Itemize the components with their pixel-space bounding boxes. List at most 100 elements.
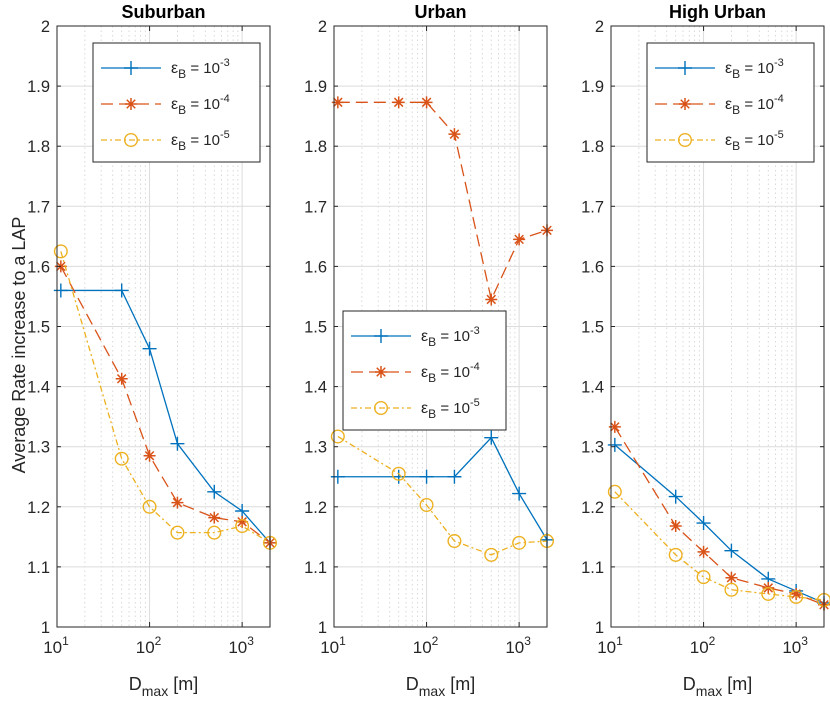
data-point — [668, 489, 683, 504]
x-tick-base: 10 — [782, 638, 801, 657]
series-line — [614, 491, 825, 601]
legend-epsilon: ε — [725, 60, 732, 77]
legend-entry: εB = 10-5 — [655, 129, 784, 153]
x-label-main: D — [406, 674, 419, 694]
data-point — [696, 570, 711, 585]
y-tick-label: 1.9 — [581, 78, 604, 96]
legend-entry: εB = 10-4 — [655, 93, 784, 117]
data-point — [53, 244, 68, 259]
legend-equals: = 10 — [186, 96, 220, 113]
legend-label: εB = 10-4 — [725, 93, 784, 117]
ticks — [333, 25, 547, 628]
x-tick-exponent: 2 — [432, 634, 439, 648]
y-tick-label: 2 — [41, 18, 50, 36]
data-point — [419, 469, 434, 484]
legend-subscript: B — [178, 103, 186, 117]
legend-equals: = 10 — [186, 60, 220, 77]
legend-subscript: B — [178, 139, 186, 153]
legend-marker — [679, 98, 691, 110]
x-tick-base: 10 — [597, 638, 616, 657]
legend-exponent: -3 — [774, 57, 784, 69]
legend-box — [646, 42, 815, 163]
data-point — [330, 429, 345, 444]
legend: εB = 10-3εB = 10-4εB = 10-5 — [342, 310, 507, 431]
data-point — [512, 535, 527, 550]
chart-title: High Urban — [669, 2, 766, 22]
data-point — [420, 96, 433, 109]
data-point — [142, 341, 157, 356]
legend-epsilon: ε — [421, 364, 428, 381]
x-tick-label: 102 — [136, 634, 162, 657]
chart-title: Urban — [414, 2, 466, 22]
data-point — [668, 547, 683, 562]
chart-title: Suburban — [122, 2, 206, 22]
legend-equals: = 10 — [436, 364, 470, 381]
y-tick-label: 1.6 — [304, 258, 327, 276]
legend: εB = 10-3εB = 10-4εB = 10-5 — [92, 42, 261, 163]
y-tick-label: 1 — [41, 619, 50, 637]
legend-epsilon: ε — [171, 132, 178, 149]
data-point — [114, 451, 129, 466]
legend-exponent: -3 — [470, 325, 480, 337]
legend-entry: εB = 10-4 — [101, 93, 230, 117]
ticks — [610, 25, 824, 628]
legend-box — [92, 42, 261, 163]
legend-epsilon: ε — [421, 400, 428, 417]
legend: εB = 10-3εB = 10-4εB = 10-5 — [646, 42, 815, 163]
legend-subscript: B — [428, 407, 436, 421]
y-tick-label: 1.7 — [304, 198, 327, 216]
data-point — [484, 430, 499, 445]
legend-exponent: -5 — [470, 397, 480, 409]
y-tick-label: 1.7 — [581, 198, 604, 216]
data-point — [724, 543, 739, 558]
legend-exponent: -3 — [220, 57, 230, 69]
y-tick-label: 1.8 — [27, 138, 50, 156]
x-tick-label: 103 — [782, 634, 808, 657]
data-point — [725, 571, 738, 584]
x-tick-exponent: 3 — [524, 634, 531, 648]
x-tick-base: 10 — [413, 638, 432, 657]
legend-exponent: -5 — [774, 129, 784, 141]
legend-marker — [375, 366, 387, 378]
legend-marker — [374, 401, 389, 416]
legend-entry: εB = 10-3 — [101, 57, 230, 81]
y-tick-label: 1.5 — [304, 319, 327, 337]
x-tick-exponent: 2 — [155, 634, 162, 648]
x-tick-label: 103 — [505, 634, 531, 657]
data-point — [607, 484, 622, 499]
legend-equals: = 10 — [740, 96, 774, 113]
y-tick-label: 1.5 — [581, 319, 604, 337]
x-label-main: D — [129, 674, 142, 694]
y-tick-label: 1.4 — [27, 379, 50, 397]
legend-marker — [678, 61, 692, 75]
legend-equals: = 10 — [436, 400, 470, 417]
x-tick-base: 10 — [505, 638, 524, 657]
legend-entry: εB = 10-5 — [351, 397, 480, 421]
legend-marker — [374, 329, 388, 343]
y-tick-label: 1.4 — [304, 379, 327, 397]
data-point — [143, 449, 156, 462]
ticks — [56, 25, 270, 628]
y-tick-label: 2 — [595, 18, 604, 36]
legend-epsilon: ε — [725, 132, 732, 149]
x-tick-label: 101 — [597, 634, 623, 657]
data-point — [790, 587, 803, 600]
x-tick-label: 101 — [320, 634, 346, 657]
x-tick-exponent: 1 — [62, 634, 69, 648]
y-tick-label: 1.8 — [304, 138, 327, 156]
x-tick-label: 101 — [43, 634, 69, 657]
data-point — [484, 547, 499, 562]
x-tick-exponent: 2 — [709, 634, 716, 648]
legend-subscript: B — [428, 371, 436, 385]
y-tick-label: 2 — [318, 18, 327, 36]
legend-exponent: -4 — [774, 93, 784, 105]
y-tick-label: 1.6 — [27, 258, 50, 276]
data-point — [447, 534, 462, 549]
data-point — [391, 466, 406, 481]
x-axis-label: Dmax [m] — [406, 674, 475, 697]
minor-gridlines — [361, 26, 516, 627]
x-label-main: D — [683, 674, 696, 694]
x-axis-label: Dmax [m] — [129, 674, 198, 697]
